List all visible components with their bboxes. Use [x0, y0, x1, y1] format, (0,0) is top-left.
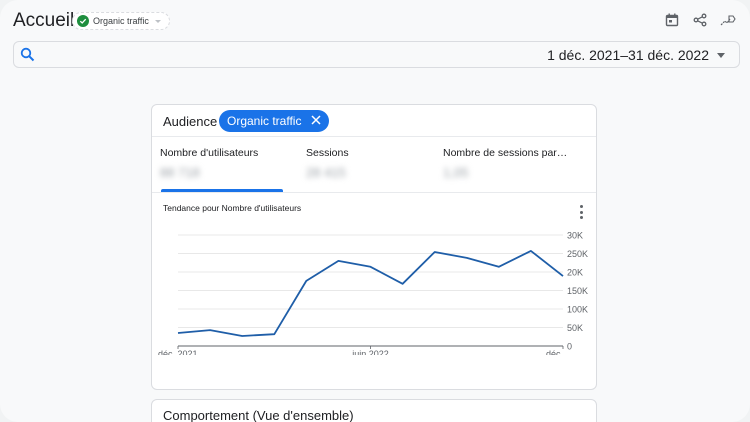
svg-text:150K: 150K [567, 286, 588, 296]
chevron-down-icon[interactable] [717, 53, 725, 58]
metric-label: Sessions [306, 147, 349, 159]
metric-value: 88 718 [160, 165, 200, 180]
insights-icon[interactable] [720, 12, 736, 28]
selected-tab-indicator [161, 189, 283, 192]
line-chart: 0 50K 100K 150K 20K 250K 30K déc. 2021 juin 2022… [158, 231, 588, 356]
svg-text:30K: 30K [567, 231, 583, 241]
audience-card-title: Audience [163, 114, 218, 129]
metric-value: 1,05 [443, 165, 469, 180]
date-range-picker[interactable]: 1 déc. 2021–31 déc. 2022 [547, 47, 709, 63]
svg-text:50K: 50K [567, 323, 583, 333]
header-actions [664, 12, 736, 28]
page-title: Accueil [13, 10, 75, 31]
svg-text:100K: 100K [567, 305, 588, 315]
page-header: Accueil Organic traffic [0, 0, 750, 40]
metric-tab-sessions-per-user[interactable]: Nombre de sessions par… 1,05 [443, 147, 567, 180]
more-options-icon[interactable] [578, 205, 584, 219]
svg-text:déc. 2021: déc. 2021 [158, 349, 198, 355]
search-icon[interactable] [20, 47, 35, 67]
metric-label: Nombre d'utilisateurs [160, 147, 259, 159]
metric-value: 28 415 [306, 165, 346, 180]
behaviour-card: Comportement (Vue d'ensemble) [151, 399, 597, 422]
share-icon[interactable] [692, 12, 708, 28]
close-icon[interactable] [311, 114, 322, 128]
svg-text:0: 0 [567, 342, 572, 352]
behaviour-card-title: Comportement (Vue d'ensemble) [163, 408, 354, 422]
chevron-down-icon [154, 19, 161, 23]
svg-text:20K: 20K [567, 268, 583, 278]
segment-chip[interactable]: Organic traffic [72, 12, 170, 30]
audience-card-header: Audience Organic traffic [152, 105, 596, 137]
svg-text:déc.: déc. [546, 349, 563, 355]
audience-card: Audience Organic traffic Nombre d'utilis… [151, 104, 597, 390]
metric-tab-sessions[interactable]: Sessions 28 415 [306, 147, 349, 180]
segment-chip-label: Organic traffic [93, 16, 149, 26]
filter-pill[interactable]: Organic traffic [219, 110, 330, 132]
search-bar[interactable]: 1 déc. 2021–31 déc. 2022 [13, 41, 740, 68]
calendar-icon[interactable] [664, 12, 680, 28]
metric-tabs: Nombre d'utilisateurs 88 718 Sessions 28… [152, 137, 596, 193]
check-circle-icon [77, 15, 89, 27]
metric-tab-users[interactable]: Nombre d'utilisateurs 88 718 [160, 147, 258, 180]
svg-text:juin 2022: juin 2022 [351, 349, 389, 355]
chart-title: Tendance pour Nombre d'utilisateurs [163, 203, 302, 213]
metric-label: Nombre de sessions par… [443, 147, 568, 159]
filter-pill-label: Organic traffic [227, 114, 302, 128]
svg-text:250K: 250K [567, 249, 588, 259]
